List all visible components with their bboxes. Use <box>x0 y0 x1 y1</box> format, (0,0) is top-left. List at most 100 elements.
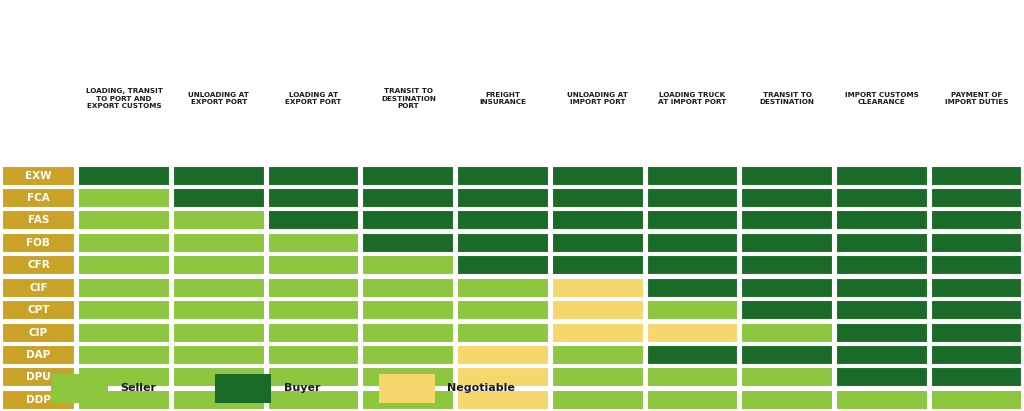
FancyBboxPatch shape <box>931 323 1022 342</box>
FancyBboxPatch shape <box>362 323 455 342</box>
FancyBboxPatch shape <box>173 166 264 186</box>
FancyBboxPatch shape <box>268 367 359 387</box>
FancyBboxPatch shape <box>362 233 455 253</box>
FancyBboxPatch shape <box>552 300 643 320</box>
FancyBboxPatch shape <box>173 255 264 275</box>
FancyBboxPatch shape <box>741 367 833 387</box>
FancyBboxPatch shape <box>362 390 455 410</box>
FancyBboxPatch shape <box>173 390 264 410</box>
FancyBboxPatch shape <box>457 210 549 231</box>
FancyBboxPatch shape <box>646 367 738 387</box>
FancyBboxPatch shape <box>78 367 170 387</box>
FancyBboxPatch shape <box>931 188 1022 208</box>
FancyBboxPatch shape <box>362 255 455 275</box>
FancyBboxPatch shape <box>836 255 928 275</box>
FancyBboxPatch shape <box>931 300 1022 320</box>
FancyBboxPatch shape <box>362 300 455 320</box>
Text: Buyer: Buyer <box>284 383 321 393</box>
Text: FREIGHT
INSURANCE: FREIGHT INSURANCE <box>479 92 526 105</box>
Text: PAYMENT OF
IMPORT DUTIES: PAYMENT OF IMPORT DUTIES <box>945 92 1009 105</box>
FancyBboxPatch shape <box>173 278 264 298</box>
FancyBboxPatch shape <box>552 255 643 275</box>
Text: Seller: Seller <box>120 383 156 393</box>
FancyBboxPatch shape <box>2 166 76 186</box>
FancyBboxPatch shape <box>836 210 928 231</box>
Text: FOB: FOB <box>27 238 50 248</box>
FancyBboxPatch shape <box>552 390 643 410</box>
FancyBboxPatch shape <box>741 278 833 298</box>
Text: DAP: DAP <box>27 350 50 360</box>
Text: LOADING, TRANSIT
TO PORT AND
EXPORT CUSTOMS: LOADING, TRANSIT TO PORT AND EXPORT CUST… <box>86 88 163 109</box>
FancyBboxPatch shape <box>836 188 928 208</box>
Text: UNLOADING AT
EXPORT PORT: UNLOADING AT EXPORT PORT <box>188 92 249 105</box>
FancyBboxPatch shape <box>552 166 643 186</box>
FancyBboxPatch shape <box>931 255 1022 275</box>
FancyBboxPatch shape <box>268 300 359 320</box>
FancyBboxPatch shape <box>173 300 264 320</box>
FancyBboxPatch shape <box>646 300 738 320</box>
FancyBboxPatch shape <box>362 345 455 365</box>
FancyBboxPatch shape <box>457 233 549 253</box>
FancyBboxPatch shape <box>931 278 1022 298</box>
Text: TRANSIT TO
DESTINATION: TRANSIT TO DESTINATION <box>760 92 815 105</box>
FancyBboxPatch shape <box>552 233 643 253</box>
FancyBboxPatch shape <box>2 323 76 342</box>
FancyBboxPatch shape <box>646 210 738 231</box>
FancyBboxPatch shape <box>268 210 359 231</box>
FancyBboxPatch shape <box>2 300 76 320</box>
FancyBboxPatch shape <box>457 367 549 387</box>
FancyBboxPatch shape <box>836 278 928 298</box>
FancyBboxPatch shape <box>268 188 359 208</box>
FancyBboxPatch shape <box>741 300 833 320</box>
FancyBboxPatch shape <box>78 323 170 342</box>
FancyBboxPatch shape <box>78 255 170 275</box>
FancyBboxPatch shape <box>646 255 738 275</box>
FancyBboxPatch shape <box>646 345 738 365</box>
FancyBboxPatch shape <box>836 390 928 410</box>
FancyBboxPatch shape <box>931 345 1022 365</box>
FancyBboxPatch shape <box>741 255 833 275</box>
Text: Negotiable: Negotiable <box>447 383 515 393</box>
FancyBboxPatch shape <box>362 188 455 208</box>
FancyBboxPatch shape <box>646 323 738 342</box>
Text: CPT: CPT <box>28 305 49 315</box>
Text: UNLOADING AT
IMPORT PORT: UNLOADING AT IMPORT PORT <box>567 92 628 105</box>
FancyBboxPatch shape <box>741 323 833 342</box>
FancyBboxPatch shape <box>552 210 643 231</box>
Text: FAS: FAS <box>28 215 49 226</box>
FancyBboxPatch shape <box>552 323 643 342</box>
Text: DDP: DDP <box>26 395 51 405</box>
FancyBboxPatch shape <box>78 166 170 186</box>
Text: CIP: CIP <box>29 328 48 337</box>
FancyBboxPatch shape <box>552 278 643 298</box>
FancyBboxPatch shape <box>646 390 738 410</box>
FancyBboxPatch shape <box>173 210 264 231</box>
FancyBboxPatch shape <box>78 300 170 320</box>
FancyBboxPatch shape <box>931 166 1022 186</box>
FancyBboxPatch shape <box>268 390 359 410</box>
FancyBboxPatch shape <box>78 345 170 365</box>
FancyBboxPatch shape <box>646 278 738 298</box>
FancyBboxPatch shape <box>2 390 76 410</box>
FancyBboxPatch shape <box>362 278 455 298</box>
FancyBboxPatch shape <box>268 345 359 365</box>
FancyBboxPatch shape <box>78 390 170 410</box>
FancyBboxPatch shape <box>379 374 435 403</box>
FancyBboxPatch shape <box>552 345 643 365</box>
Text: LOADING AT
EXPORT PORT: LOADING AT EXPORT PORT <box>286 92 342 105</box>
FancyBboxPatch shape <box>268 166 359 186</box>
FancyBboxPatch shape <box>741 210 833 231</box>
Text: LOADING TRUCK
AT IMPORT PORT: LOADING TRUCK AT IMPORT PORT <box>658 92 727 105</box>
Text: CIF: CIF <box>29 283 48 293</box>
FancyBboxPatch shape <box>268 255 359 275</box>
FancyBboxPatch shape <box>741 233 833 253</box>
Text: TRANSIT TO
DESTINATION
PORT: TRANSIT TO DESTINATION PORT <box>381 88 436 109</box>
FancyBboxPatch shape <box>457 323 549 342</box>
FancyBboxPatch shape <box>2 278 76 298</box>
FancyBboxPatch shape <box>2 188 76 208</box>
FancyBboxPatch shape <box>457 166 549 186</box>
FancyBboxPatch shape <box>836 233 928 253</box>
FancyBboxPatch shape <box>741 345 833 365</box>
FancyBboxPatch shape <box>457 278 549 298</box>
FancyBboxPatch shape <box>836 345 928 365</box>
